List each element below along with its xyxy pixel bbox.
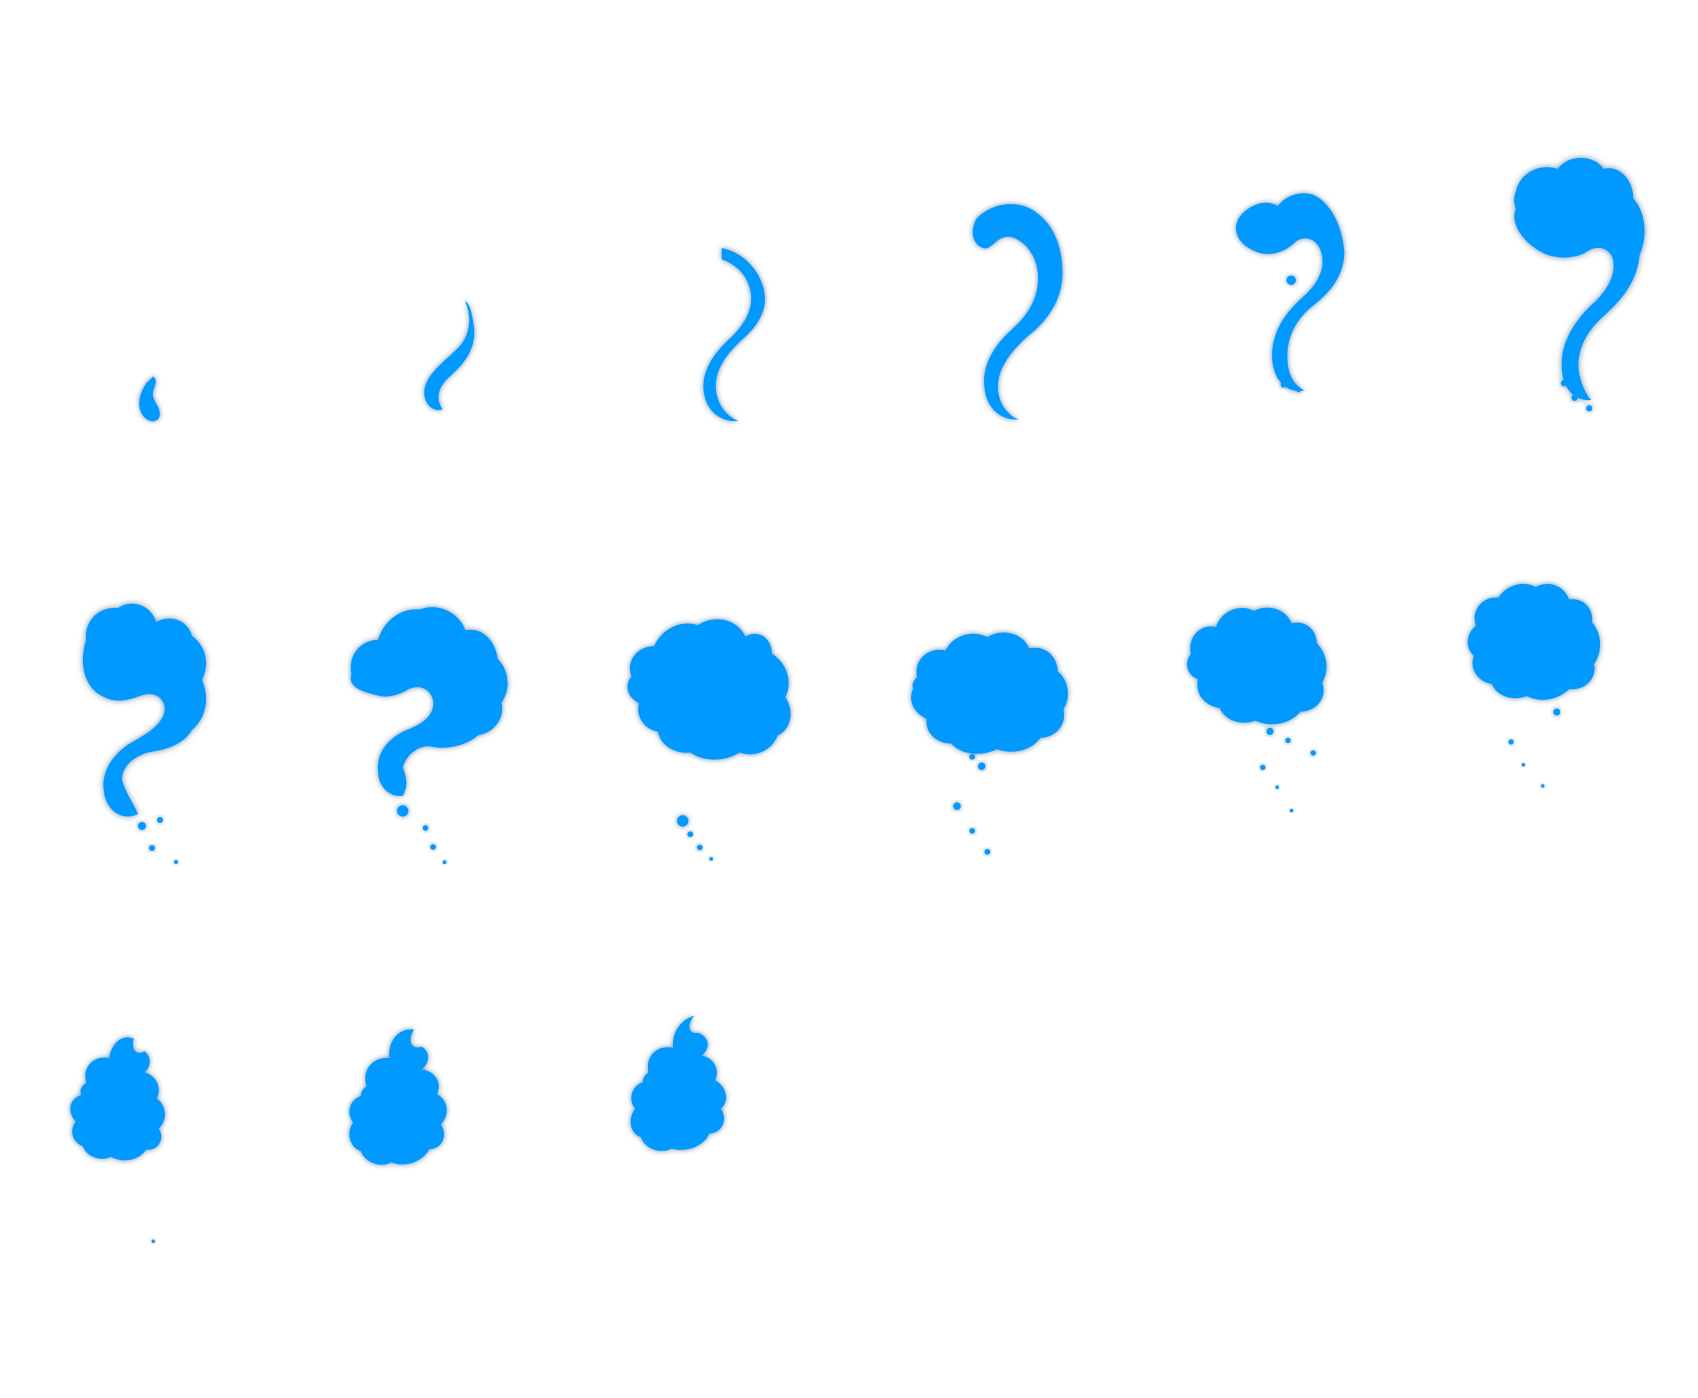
smoke-particle [1286,275,1296,285]
smoke-puff [82,603,207,817]
smoke-particle [969,828,976,834]
sprite-frame-15 [630,1015,727,1151]
sprite-frame-12 [1467,583,1601,788]
smoke-puff [972,204,1063,420]
smoke-particle [151,1239,156,1243]
smoke-particle [696,844,703,851]
smoke-puff [424,300,475,411]
sprite-frame-2 [424,300,475,411]
sprite-frame-5 [1235,193,1345,393]
smoke-particle [1280,381,1287,388]
smoke-particle [953,802,961,810]
smoke-particle [709,857,714,861]
smoke-puff [703,248,765,422]
smoke-particle [969,753,976,760]
smoke-particle [677,815,689,827]
smoke-particle [1260,764,1266,771]
smoke-particle [157,817,163,823]
smoke-particle [1285,737,1291,744]
smoke-particle [1560,379,1568,387]
smoke-puff [1187,607,1327,725]
smoke-particle [1586,405,1593,412]
smoke-puff [1514,157,1645,401]
smoke-particle [1540,784,1545,788]
sprite-frame-14 [349,1029,447,1165]
smoke-puff [630,1015,727,1151]
smoke-particle [442,860,447,865]
smoke-particle [1521,763,1526,767]
sprite-frame-8 [350,607,508,865]
smoke-particle [174,860,178,864]
sprite-frame-13 [70,1037,165,1243]
smoke-particle [1553,708,1561,716]
smoke-puff [1235,193,1345,392]
smoke-puff [139,376,160,422]
sprite-frame-7 [82,603,207,864]
sprite-frame-6 [1514,157,1645,412]
smoke-puff [911,632,1068,754]
smoke-particle [687,831,694,838]
smoke-particle [422,825,429,831]
sprite-frame-11 [1187,607,1327,813]
smoke-particle [1571,394,1578,401]
smoke-puff [349,1029,447,1165]
sprite-frame-3 [703,248,765,422]
smoke-particle [1310,750,1316,756]
smoke-particle [1589,665,1595,671]
sprite-frame-4 [972,204,1063,420]
smoke-puff [70,1037,165,1161]
smoke-particle [149,845,155,851]
sprite-frame-10 [911,632,1068,855]
sprite-frame-1 [139,376,160,422]
smoke-puff [627,619,791,760]
smoke-particle [1266,727,1274,735]
smoke-particle [430,844,436,850]
smoke-particle [1296,388,1301,393]
smoke-particle [1289,808,1294,813]
smoke-puff [1467,583,1601,700]
smoke-particle [984,848,991,855]
smoke-particle [397,805,409,817]
smoke-puff [350,607,508,796]
smoke-particle [1275,785,1279,789]
smoke-particle [977,762,986,771]
smoke-particle [138,822,146,830]
sprite-frame-9 [627,619,791,861]
smoke-particle [1508,739,1514,745]
